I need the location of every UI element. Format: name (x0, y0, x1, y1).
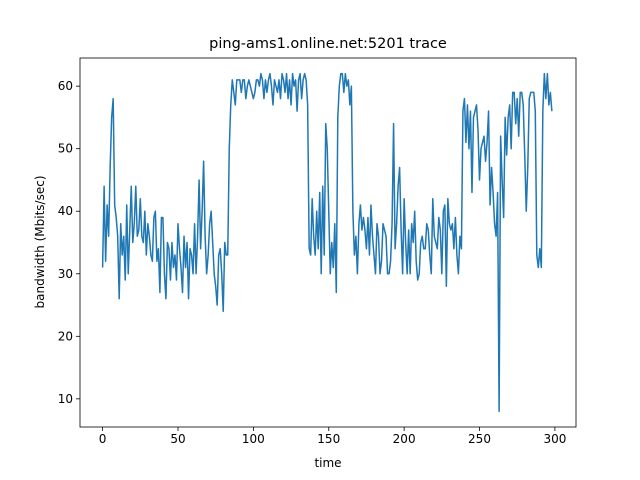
y-tick-label: 20 (58, 329, 73, 343)
y-tick-label: 40 (58, 204, 73, 218)
axes-frame (79, 57, 577, 428)
y-tick-label: 50 (58, 142, 73, 156)
x-tick-label: 100 (242, 432, 265, 446)
x-tick-label: 150 (317, 432, 340, 446)
x-tick-label: 250 (468, 432, 491, 446)
y-axis-label: bandwidth (Mbits/sec) (33, 176, 47, 309)
x-tick-label: 200 (393, 432, 416, 446)
x-tick-label: 0 (99, 432, 107, 446)
y-tick-label: 10 (58, 392, 73, 406)
x-axis-label: time (314, 456, 341, 470)
chart-title: ping-ams1.online.net:5201 trace (209, 36, 447, 52)
x-tick-label: 300 (543, 432, 566, 446)
data-line (101, 72, 553, 413)
y-tick-label: 30 (58, 267, 73, 281)
x-tick-label: 50 (170, 432, 185, 446)
y-tick-label: 60 (58, 79, 73, 93)
